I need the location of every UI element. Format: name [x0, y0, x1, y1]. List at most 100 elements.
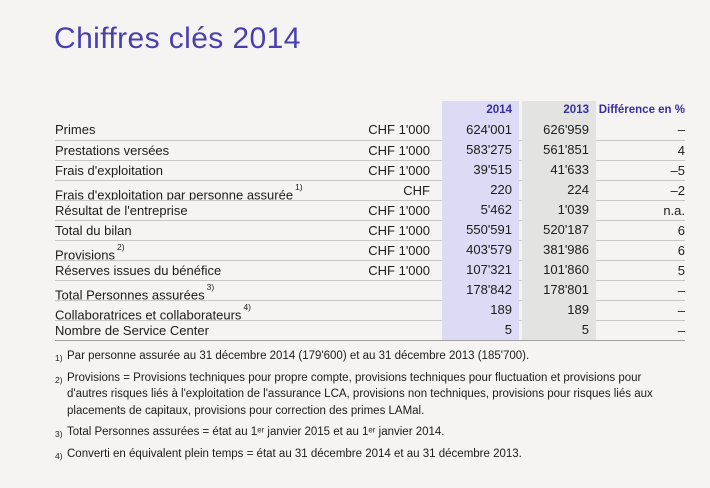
column-gap: [430, 200, 442, 220]
table-row: Nombre de Service Center 5 5 –: [55, 320, 685, 340]
table-row: Primes CHF 1'000 624'001 626'959 –: [55, 120, 685, 140]
table-row: Réserves issues du bénéfice CHF 1'000 10…: [55, 260, 685, 280]
value-difference: –: [677, 122, 685, 137]
value-difference: n.a.: [596, 200, 685, 220]
row-label: Réserves issues du bénéfice: [55, 260, 345, 280]
value-difference: –5: [596, 160, 685, 180]
footnote: 3) Total Personnes assurées = état au 1ᵉʳ…: [55, 424, 683, 441]
value-difference: 6: [596, 240, 685, 260]
row-label: Primes: [55, 122, 96, 137]
value-2014: 189: [442, 300, 519, 320]
value-2013: 189: [522, 300, 596, 320]
value-2014: 550'591: [442, 220, 519, 240]
row-unit: CHF 1'000: [345, 240, 430, 260]
column-gap: [430, 280, 442, 300]
value-2013: 224: [522, 180, 596, 200]
value-difference: –2: [596, 180, 685, 200]
column-gap: [430, 240, 442, 260]
column-gap: [519, 320, 522, 340]
value-difference: –: [596, 300, 685, 320]
value-2013: 381'986: [522, 240, 596, 260]
value-difference: 5: [596, 260, 685, 280]
header-unit-cell: [345, 101, 430, 120]
footnote-text: Total Personnes assurées = état au 1ᵉʳ j…: [67, 426, 445, 438]
table-row: Frais d'exploitation par personne assuré…: [55, 180, 685, 200]
column-gap: [430, 120, 442, 140]
value-2014: 583'275: [442, 140, 519, 160]
table-row: Frais d'exploitation CHF 1'000 39'515 41…: [55, 160, 685, 180]
header-label-cell: [55, 101, 345, 120]
column-gap: [519, 240, 522, 260]
key-figures-table: 2014 2013 Différence en % Primes CHF 1'0…: [55, 101, 685, 341]
row-unit: [345, 320, 430, 340]
row-label: Total Personnes assurées3): [55, 280, 345, 300]
column-gap: [519, 140, 522, 160]
footnote-marker: 3): [55, 429, 63, 439]
column-gap: [430, 300, 442, 320]
row-label: Nombre de Service Center: [55, 320, 345, 340]
column-gap: [430, 320, 442, 340]
value-2014: 220: [442, 180, 519, 200]
page-title: Chiffres clés 2014: [54, 22, 301, 55]
table-header-row: 2014 2013 Différence en %: [55, 101, 685, 120]
table-row: Prestations versées CHF 1'000 583'275 56…: [55, 140, 685, 160]
footnote-text: Converti en équivalent plein temps = éta…: [67, 447, 522, 460]
value-2014: 5'462: [442, 200, 519, 220]
row-unit: CHF: [345, 180, 430, 200]
footnote-marker: 4): [55, 450, 63, 461]
table-row: Résultat de l'entreprise CHF 1'000 5'462…: [55, 200, 685, 220]
row-label: Frais d'exploitation par personne assuré…: [55, 180, 345, 200]
column-gap: [519, 220, 522, 240]
value-2013: 520'187: [522, 220, 596, 240]
row-label: Total du bilan: [55, 220, 345, 240]
header-2014: 2014: [442, 101, 519, 120]
row-label: Provisions2): [55, 240, 345, 260]
footnote-text: Provisions = Provisions techniques pour …: [67, 371, 653, 417]
footnote: 1) Par personne assurée au 31 décembre 20…: [55, 348, 683, 365]
row-unit: CHF 1'000: [345, 220, 430, 240]
column-gap: [519, 260, 522, 280]
value-2013: 561'851: [522, 140, 596, 160]
column-gap: [430, 260, 442, 280]
footnote-marker: 2): [55, 374, 63, 385]
value-2013: 5: [522, 320, 596, 340]
row-unit: CHF 1'000: [345, 260, 430, 280]
row-unit: [345, 300, 430, 320]
footnote: 4) Converti en équivalent plein temps = é…: [55, 446, 683, 463]
column-gap: [430, 140, 442, 160]
value-2014: 39'515: [442, 160, 519, 180]
column-gap: [519, 300, 522, 320]
row-label: Résultat de l'entreprise: [55, 200, 345, 220]
value-2013: 178'801: [522, 280, 596, 300]
value-2013: 41'633: [522, 160, 596, 180]
row-unit: CHF 1'000: [368, 122, 430, 137]
value-difference: –: [596, 320, 685, 340]
value-difference: –: [596, 280, 685, 300]
value-difference: 4: [596, 140, 685, 160]
column-gap: [519, 160, 522, 180]
value-2013: 1'039: [522, 200, 596, 220]
table-row: Provisions2) CHF 1'000 403'579 381'986 6: [55, 240, 685, 260]
footnotes: 1) Par personne assurée au 31 décembre 20…: [55, 348, 683, 467]
footnote: 2) Provisions = Provisions techniques pou…: [55, 370, 683, 420]
row-unit: [345, 280, 430, 300]
value-2014: 107'321: [442, 260, 519, 280]
row-unit: CHF 1'000: [345, 160, 430, 180]
footnote-text: Par personne assurée au 31 décembre 2014…: [67, 350, 530, 362]
value-2014: 624'001: [442, 120, 519, 140]
value-2013: 101'860: [522, 260, 596, 280]
row-label: Frais d'exploitation: [55, 160, 345, 180]
column-gap: [430, 101, 442, 120]
row-label: Prestations versées: [55, 140, 345, 160]
row-unit: CHF 1'000: [345, 140, 430, 160]
row-unit: CHF 1'000: [345, 200, 430, 220]
row-label: Collaboratrices et collaborateurs4): [55, 300, 345, 320]
header-2013: 2013: [522, 101, 596, 120]
value-difference: 6: [596, 220, 685, 240]
column-gap: [430, 180, 442, 200]
column-gap: [519, 180, 522, 200]
table-row: Total du bilan CHF 1'000 550'591 520'187…: [55, 220, 685, 240]
column-gap: [519, 280, 522, 300]
value-2014: 403'579: [442, 240, 519, 260]
table-row: Total Personnes assurées3) 178'842 178'8…: [55, 280, 685, 300]
